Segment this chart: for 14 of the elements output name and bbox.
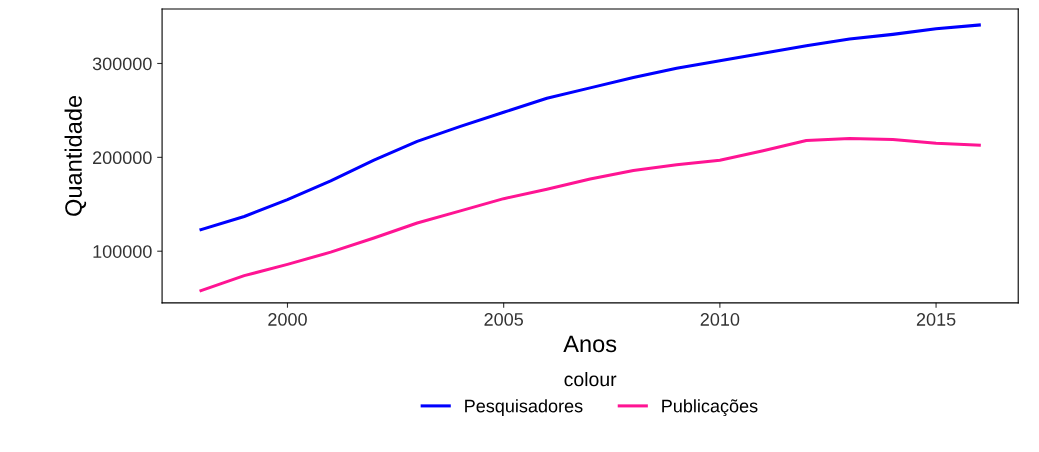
x-tick-label: 2005 [484,313,523,326]
line-series [199,137,981,293]
legend-title: colour [564,371,617,387]
x-tick-label: 2000 [268,313,307,326]
legend-label: Publicações [662,399,758,417]
line-series [199,23,981,232]
x-tick-label: 2015 [916,313,956,326]
legend-label: Pesquisadores [465,399,583,416]
x-axis-title: Anos [563,335,617,353]
y-tick-label: 300000 [92,57,152,71]
x-tick-label: 2010 [700,313,740,326]
y-tick-label: 100000 [93,245,152,258]
y-tick-label: 200000 [93,151,152,165]
y-axis-title: Quantidade [64,95,87,216]
